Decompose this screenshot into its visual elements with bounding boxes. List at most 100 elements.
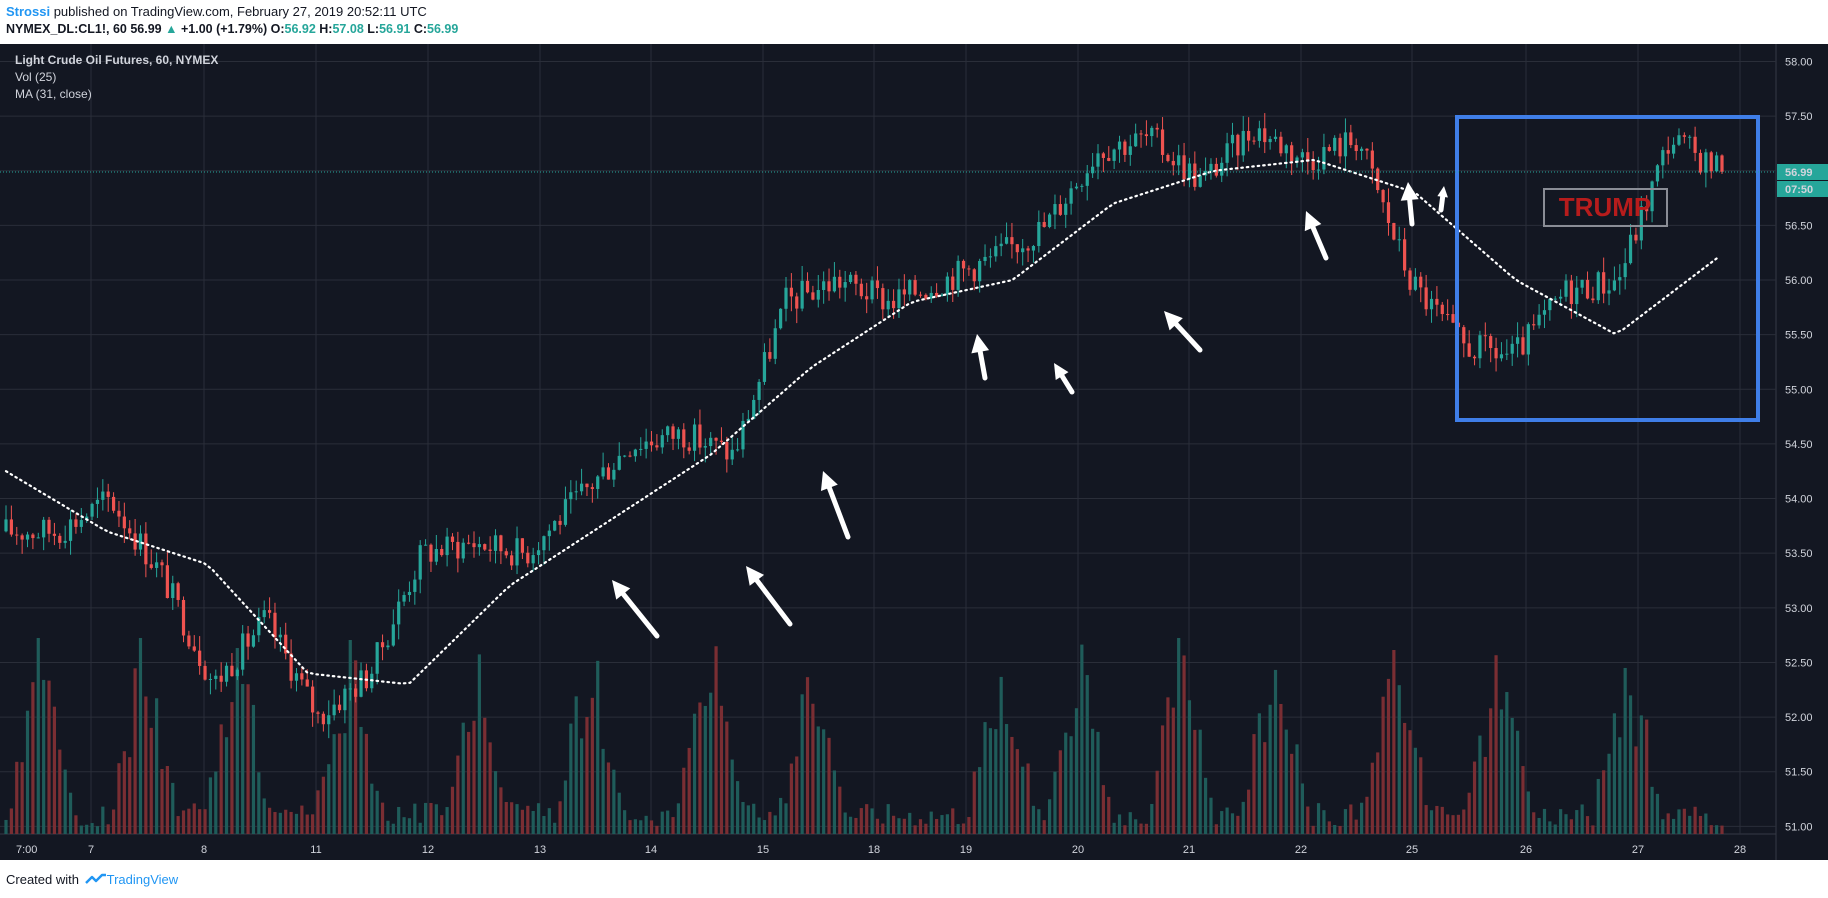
trump-highlight-box[interactable] xyxy=(1455,115,1760,422)
candle-body xyxy=(832,276,837,292)
candle-body xyxy=(1074,186,1079,189)
last-price: 56.99 xyxy=(130,22,162,36)
volume-bar xyxy=(101,806,105,834)
candle-body xyxy=(1478,335,1482,359)
volume-bar xyxy=(128,757,132,834)
candle-body xyxy=(924,294,928,299)
volume-bar xyxy=(1661,819,1665,834)
chart-title: Light Crude Oil Futures, 60, NYMEX xyxy=(15,53,218,67)
candle-body xyxy=(1548,298,1552,311)
candle-body xyxy=(870,280,874,300)
candle-body xyxy=(472,543,476,548)
indicator-ma[interactable]: MA (31, close) xyxy=(15,87,92,101)
candle-body xyxy=(520,538,525,553)
candle-body xyxy=(1553,298,1557,300)
candle-body xyxy=(1042,222,1046,227)
volume-bar xyxy=(848,816,853,834)
up-triangle-icon: ▲ xyxy=(165,22,178,36)
volume-bar xyxy=(633,819,637,834)
annotation-arrow xyxy=(612,580,660,639)
volume-bar xyxy=(380,802,385,834)
volume-bar xyxy=(284,809,288,834)
tradingview-link[interactable]: TradingView xyxy=(106,872,179,887)
volume-bar xyxy=(181,810,186,834)
price-tick-label: 53.00 xyxy=(1785,603,1813,615)
volume-bar xyxy=(827,737,831,834)
candle-body xyxy=(1193,163,1197,187)
volume-bar xyxy=(1047,799,1052,834)
annotation-arrows xyxy=(612,182,1448,639)
candle-body xyxy=(391,624,395,646)
candle-body xyxy=(1139,133,1143,135)
candle-body xyxy=(375,642,379,674)
candle-body xyxy=(493,535,498,551)
candle-body xyxy=(402,595,406,602)
volume-bar xyxy=(1150,803,1154,834)
candle-body xyxy=(95,499,100,504)
candle-body xyxy=(698,424,702,448)
time-tick-label: 18 xyxy=(868,844,880,856)
volume-bar xyxy=(1160,725,1165,834)
candle-body xyxy=(994,246,998,257)
candle-body xyxy=(902,289,906,295)
candle-body xyxy=(1472,356,1477,359)
volume-bar xyxy=(1209,797,1213,834)
volume-bar xyxy=(133,668,137,834)
candle-body xyxy=(15,534,19,536)
trump-label-box[interactable] xyxy=(1543,188,1668,227)
indicator-volume[interactable]: Vol (25) xyxy=(15,70,56,84)
volume-bar xyxy=(1607,753,1611,834)
arrow-shaft xyxy=(620,591,660,639)
volume-bar xyxy=(1618,737,1622,834)
symbol-label: NYMEX_DL:CL1!, 60 xyxy=(6,22,127,36)
arrow-head xyxy=(1400,182,1419,201)
candle-body xyxy=(983,256,987,261)
candle-body xyxy=(1112,149,1116,161)
volume-bar xyxy=(1671,818,1676,834)
candle-body xyxy=(725,441,729,460)
candle-body xyxy=(526,552,530,564)
volume-bar xyxy=(698,702,702,834)
volume-bar xyxy=(1532,812,1536,834)
candle-body xyxy=(515,538,519,566)
change-value: +1.00 (+1.79%) xyxy=(180,22,268,36)
candle-body xyxy=(262,610,266,618)
volume-bar xyxy=(15,761,19,834)
volume-bar xyxy=(273,812,277,834)
volume-bar xyxy=(165,765,169,834)
volume-bar xyxy=(1709,825,1713,834)
author-link[interactable]: Strossi xyxy=(6,4,51,19)
volume-bar xyxy=(343,733,347,834)
candle-body xyxy=(423,544,428,546)
arrow-head xyxy=(746,566,765,586)
candle-body xyxy=(746,418,750,421)
candle-body xyxy=(348,688,352,690)
volume-bar xyxy=(1284,729,1288,834)
time-tick-label: 8 xyxy=(201,844,207,856)
volume-bar xyxy=(811,703,815,834)
volume-bar xyxy=(687,747,691,834)
candle-body xyxy=(1618,277,1622,281)
candle-body xyxy=(450,536,455,542)
volume-bar xyxy=(988,728,993,834)
volume-bar xyxy=(590,697,594,834)
candle-body xyxy=(805,280,810,293)
candle-body xyxy=(644,441,648,449)
candle-body xyxy=(601,467,605,477)
volume-bar xyxy=(1408,730,1412,834)
volume-bar xyxy=(972,771,976,834)
candle-body xyxy=(735,449,740,451)
volume-bar xyxy=(402,817,406,834)
volume-bar xyxy=(1074,708,1079,834)
candle-body xyxy=(1532,324,1536,326)
candle-body xyxy=(547,530,551,537)
candle-body xyxy=(768,352,772,359)
volume-bar xyxy=(461,722,465,834)
volume-bar xyxy=(1333,825,1337,834)
candle-body xyxy=(332,704,336,716)
price-tick-label: 56.00 xyxy=(1785,275,1813,287)
volume-bar xyxy=(4,819,8,834)
candle-body xyxy=(165,565,169,599)
volume-bar xyxy=(709,692,713,834)
